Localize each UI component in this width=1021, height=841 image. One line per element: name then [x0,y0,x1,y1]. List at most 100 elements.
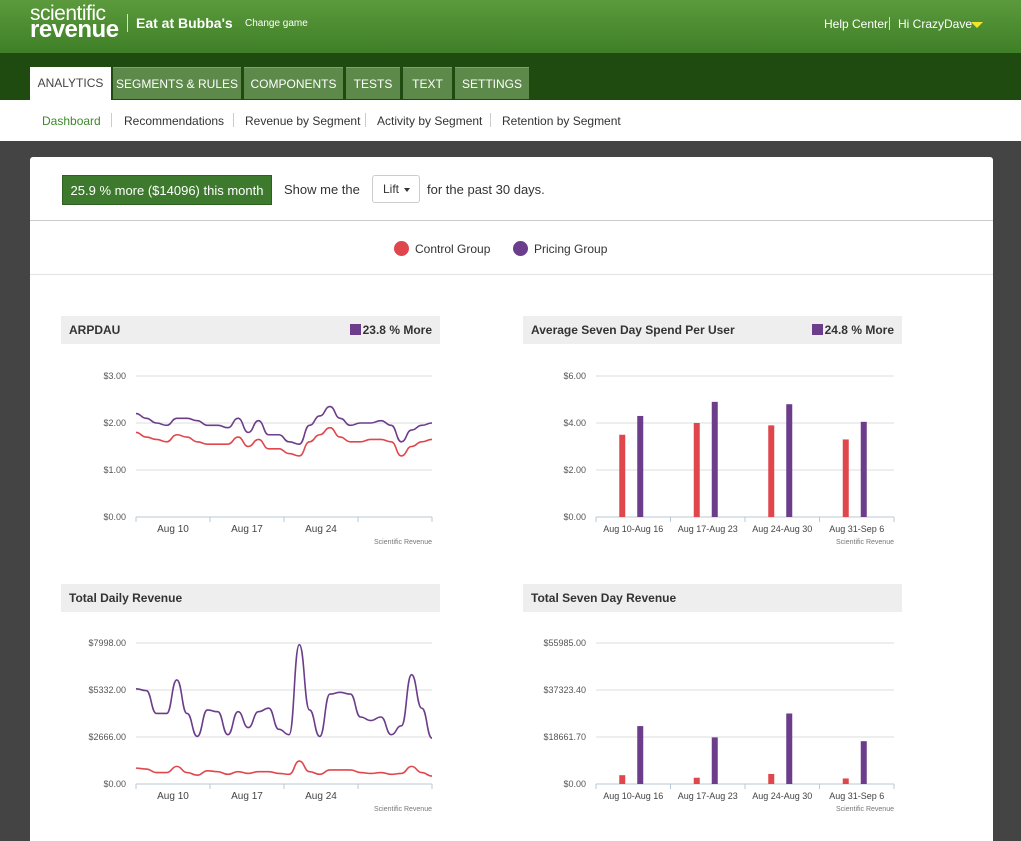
x-tick-label: Aug 24 [305,524,337,535]
x-tick-label: Aug 10 [157,791,189,802]
subnav-separator [111,113,112,127]
chart-title: Total Seven Day Revenue [531,591,677,605]
chart-lift: 23.8 % More [362,323,432,337]
header-divider [889,17,890,30]
chart-lift: 24.8 % More [824,323,894,337]
bar [842,439,849,517]
help-center-link[interactable]: Help Center [824,17,889,31]
y-tick-label: $5332.00 [88,685,126,695]
bar [619,775,626,784]
user-menu[interactable]: Hi CrazyDave [898,17,973,31]
legend-pricing-group[interactable]: Pricing Group [534,242,608,256]
y-tick-label: $55985.00 [543,638,586,648]
subnav-separator [365,113,366,127]
tab-components[interactable]: COMPONENTS [244,67,343,99]
subnav-separator [233,113,234,127]
sub-navigation: Dashboard Recommendations Revenue by Seg… [0,100,1021,141]
x-tick-label: Aug 31-Sep 6 [829,524,884,534]
x-tick-label: Aug 17-Aug 23 [678,524,738,534]
x-tick-label: Aug 17 [231,791,263,802]
y-tick-label: $3.00 [103,371,126,381]
lift-summary-badge: 25.9 % more ($14096) this month [62,175,272,205]
x-tick-label: Aug 31-Sep 6 [829,791,884,801]
x-tick-label: Aug 10 [157,524,189,535]
subnav-revenue-by-segment[interactable]: Revenue by Segment [245,114,361,128]
y-tick-label: $2.00 [563,465,586,475]
bar [860,741,867,784]
y-tick-label: $18661.70 [543,732,586,742]
series-line [135,760,433,777]
chart-credit: Scientific Revenue [836,539,894,546]
x-tick-label: Aug 17-Aug 23 [678,791,738,801]
chart-title: ARPDAU [69,323,121,337]
subnav-dashboard[interactable]: Dashboard [42,114,101,128]
chart-title: Average Seven Day Spend Per User [531,323,735,337]
tab-tests[interactable]: TESTS [346,67,400,99]
pricing-group-dot-icon [513,241,528,256]
bar [637,415,644,517]
metric-dropdown[interactable]: Lift [372,175,420,203]
bar [693,777,700,784]
top-bar: scientific revenue Eat at Bubba's Change… [0,0,1021,53]
main-tab-bar: ANALYTICS SEGMENTS & RULES COMPONENTS TE… [0,53,1021,100]
bar [786,713,793,784]
total-daily-revenue-chart: $0.00 $2666.00 $5332.00 $7998.00 Aug 10 Aug 1… [88,638,433,813]
tab-text[interactable]: TEXT [403,67,452,99]
divider [30,274,993,275]
chart-header-avg-seven-day-spend: Average Seven Day Spend Per User 24.8 % … [523,316,902,344]
scientific-revenue-logo[interactable]: scientific revenue [30,2,119,43]
y-tick-label: $0.00 [103,779,126,789]
subnav-separator [490,113,491,127]
chart-header-total-daily-revenue: Total Daily Revenue [61,584,440,612]
chart-credit: Scientific Revenue [374,806,432,813]
chart-credit: Scientific Revenue [374,539,432,546]
y-tick-label: $7998.00 [88,638,126,648]
control-group-dot-icon [394,241,409,256]
x-tick-label: Aug 24 [305,791,337,802]
pricing-square-icon [812,324,823,335]
logo-line1: scientific [30,2,106,25]
series-line [135,405,433,445]
x-tick-label: Aug 10-Aug 16 [603,791,663,801]
legend-control-group[interactable]: Control Group [415,242,491,256]
header-divider [127,14,128,32]
chart-title: Total Daily Revenue [69,591,183,605]
bar [619,434,626,517]
tab-settings[interactable]: SETTINGS [455,67,529,99]
subnav-activity-by-segment[interactable]: Activity by Segment [377,114,483,128]
period-label: for the past 30 days. [427,182,545,197]
series-line [135,643,433,739]
chart-credit: Scientific Revenue [836,806,894,813]
total-seven-day-revenue-chart: $0.00 $18661.70 $37323.40 $55985.00 Aug 10-A… [543,638,895,813]
chevron-down-icon[interactable] [971,22,983,28]
dashboard-panel: 25.9 % more ($14096) this month Show me … [30,157,993,841]
x-tick-label: Aug 24-Aug 30 [752,524,812,534]
metric-dropdown-value: Lift [383,182,400,196]
y-tick-label: $0.00 [563,512,586,522]
show-me-label: Show me the [284,182,360,197]
y-tick-label: $2.00 [103,418,126,428]
divider [30,220,993,221]
y-tick-label: $2666.00 [88,732,126,742]
y-tick-label: $4.00 [563,418,586,428]
game-title: Eat at Bubba's [136,15,233,31]
bar [637,726,644,784]
subnav-recommendations[interactable]: Recommendations [124,114,225,128]
tab-analytics[interactable]: ANALYTICS [30,67,111,100]
logo-line2: revenue [30,16,119,43]
pricing-square-icon [350,324,361,335]
change-game-link[interactable]: Change game [245,18,308,29]
caret-down-icon [404,188,410,192]
bar [711,737,718,784]
bar [860,421,867,517]
bar [786,404,793,517]
subnav-retention-by-segment[interactable]: Retention by Segment [502,114,621,128]
y-tick-label: $6.00 [563,371,586,381]
bar [842,778,849,784]
chart-header-arpdau: ARPDAU 23.8 % More [61,316,440,344]
x-tick-label: Aug 10-Aug 16 [603,524,663,534]
tab-segments-rules[interactable]: SEGMENTS & RULES [113,67,241,99]
y-tick-label: $37323.40 [543,685,586,695]
bar [768,773,775,784]
x-tick-label: Aug 24-Aug 30 [752,791,812,801]
